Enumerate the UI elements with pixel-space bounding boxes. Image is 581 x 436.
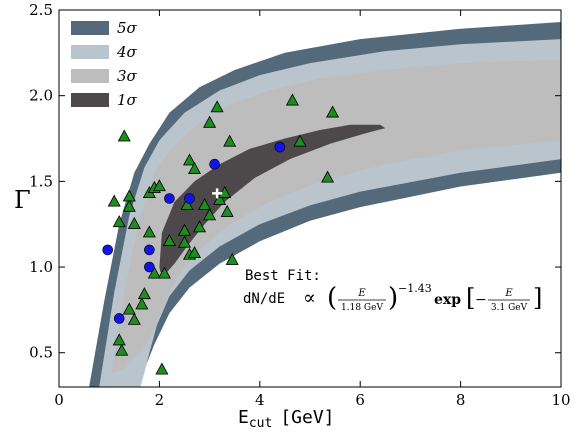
plot-frame bbox=[58, 9, 562, 388]
triangle-point bbox=[162, 234, 176, 246]
triangle-point bbox=[188, 162, 202, 174]
triangle-point bbox=[157, 266, 171, 279]
legend-swatch bbox=[71, 45, 109, 59]
triangle-point bbox=[122, 199, 136, 212]
circle-point bbox=[164, 193, 175, 204]
x-tick-label: 6 bbox=[355, 391, 365, 409]
legend-label: 1σ bbox=[117, 91, 138, 109]
bracket-left: [ bbox=[466, 284, 475, 312]
triangle-point bbox=[188, 246, 202, 258]
triangle-point bbox=[220, 204, 234, 217]
triangle-point bbox=[127, 216, 141, 229]
triangle-point bbox=[112, 333, 126, 346]
triangle-point bbox=[137, 287, 151, 300]
y-tick-label: 2.0 bbox=[29, 87, 53, 105]
x-tick-label: 2 bbox=[155, 391, 165, 409]
legend-label: 5σ bbox=[117, 19, 138, 37]
best-fit-propto: ∝ bbox=[303, 287, 316, 309]
triangle-point bbox=[152, 179, 166, 192]
y-axis-label: Γ bbox=[14, 186, 31, 214]
best-fit-num2: E bbox=[504, 288, 513, 299]
x-tick-label: 0 bbox=[54, 391, 64, 409]
x-tick-label: 8 bbox=[456, 391, 466, 409]
triangle-point bbox=[177, 235, 192, 248]
x-tick-label: 10 bbox=[551, 391, 570, 409]
circle-point bbox=[184, 193, 195, 204]
legend-label: 4σ bbox=[116, 43, 138, 61]
triangle-point bbox=[225, 252, 239, 265]
triangle-point bbox=[107, 194, 121, 207]
triangle-point bbox=[210, 100, 224, 113]
best-fit-marker bbox=[212, 188, 223, 199]
triangle-point bbox=[285, 93, 299, 106]
data-markers bbox=[102, 93, 340, 375]
circle-point bbox=[209, 158, 220, 170]
paren-left: ( bbox=[327, 283, 337, 313]
x-tick-label: 4 bbox=[255, 391, 265, 409]
best-fit-num1: E bbox=[357, 288, 366, 299]
circle-point bbox=[144, 244, 155, 256]
y-tick-label: 2.5 bbox=[29, 1, 53, 19]
triangle-point bbox=[223, 134, 237, 147]
circle-point bbox=[144, 261, 155, 273]
triangle-point bbox=[213, 192, 227, 205]
circle-point bbox=[274, 141, 286, 153]
legend-swatch bbox=[71, 93, 109, 107]
triangle-point bbox=[147, 266, 161, 279]
best-fit-minus: − bbox=[475, 292, 487, 308]
triangle-point bbox=[326, 105, 340, 118]
triangle-point bbox=[182, 153, 197, 166]
triangle-point bbox=[193, 220, 207, 233]
best-fit-label: Best Fit: bbox=[245, 268, 321, 284]
triangle-point bbox=[321, 170, 335, 183]
triangle-point bbox=[293, 134, 307, 147]
triangle-point bbox=[127, 312, 141, 325]
legend: 5σ 4σ 3σ 1σ bbox=[71, 19, 138, 109]
legend-swatch bbox=[71, 69, 109, 83]
y-tick-label: 0.5 bbox=[29, 344, 53, 362]
bracket-right: ] bbox=[533, 284, 542, 312]
y-tick-label: 1.0 bbox=[29, 258, 53, 276]
best-fit-annotation: Best Fit: dN/dE ∝ ( E 1.18 GeV ) −1.43 e… bbox=[243, 268, 542, 313]
triangle-point bbox=[180, 198, 194, 210]
best-fit-exponent: −1.43 bbox=[398, 282, 432, 295]
triangle-point bbox=[115, 343, 129, 356]
best-fit-den2: 3.1 GeV bbox=[491, 303, 528, 313]
triangle-point bbox=[122, 302, 136, 315]
y-tick-label: 1.5 bbox=[29, 172, 53, 190]
triangle-point bbox=[135, 297, 149, 310]
legend-swatch bbox=[71, 21, 109, 35]
triangle-point bbox=[203, 115, 217, 128]
paren-right: ) bbox=[388, 283, 398, 313]
triangle-point bbox=[117, 129, 131, 142]
contour-region-3 bbox=[111, 59, 561, 374]
triangle-point bbox=[198, 198, 212, 210]
circle-point bbox=[102, 244, 113, 256]
circle-point bbox=[113, 313, 125, 324]
best-fit-eq-lhs: dN/dE bbox=[243, 291, 285, 307]
axis-ticks: 0 2 4 6 8 10 0.5 1.0 1.5 2.0 2.5 bbox=[29, 1, 570, 409]
best-fit-exp: exp bbox=[434, 292, 461, 308]
triangle-point bbox=[142, 225, 156, 238]
legend-label: 3σ bbox=[117, 67, 138, 85]
triangle-point bbox=[112, 215, 126, 228]
triangle-point bbox=[203, 208, 217, 221]
best-fit-den1: 1.18 GeV bbox=[341, 303, 383, 313]
triangle-point bbox=[177, 223, 192, 236]
x-axis-label: Ecut [GeV] bbox=[238, 407, 335, 431]
triangle-point bbox=[155, 362, 169, 375]
